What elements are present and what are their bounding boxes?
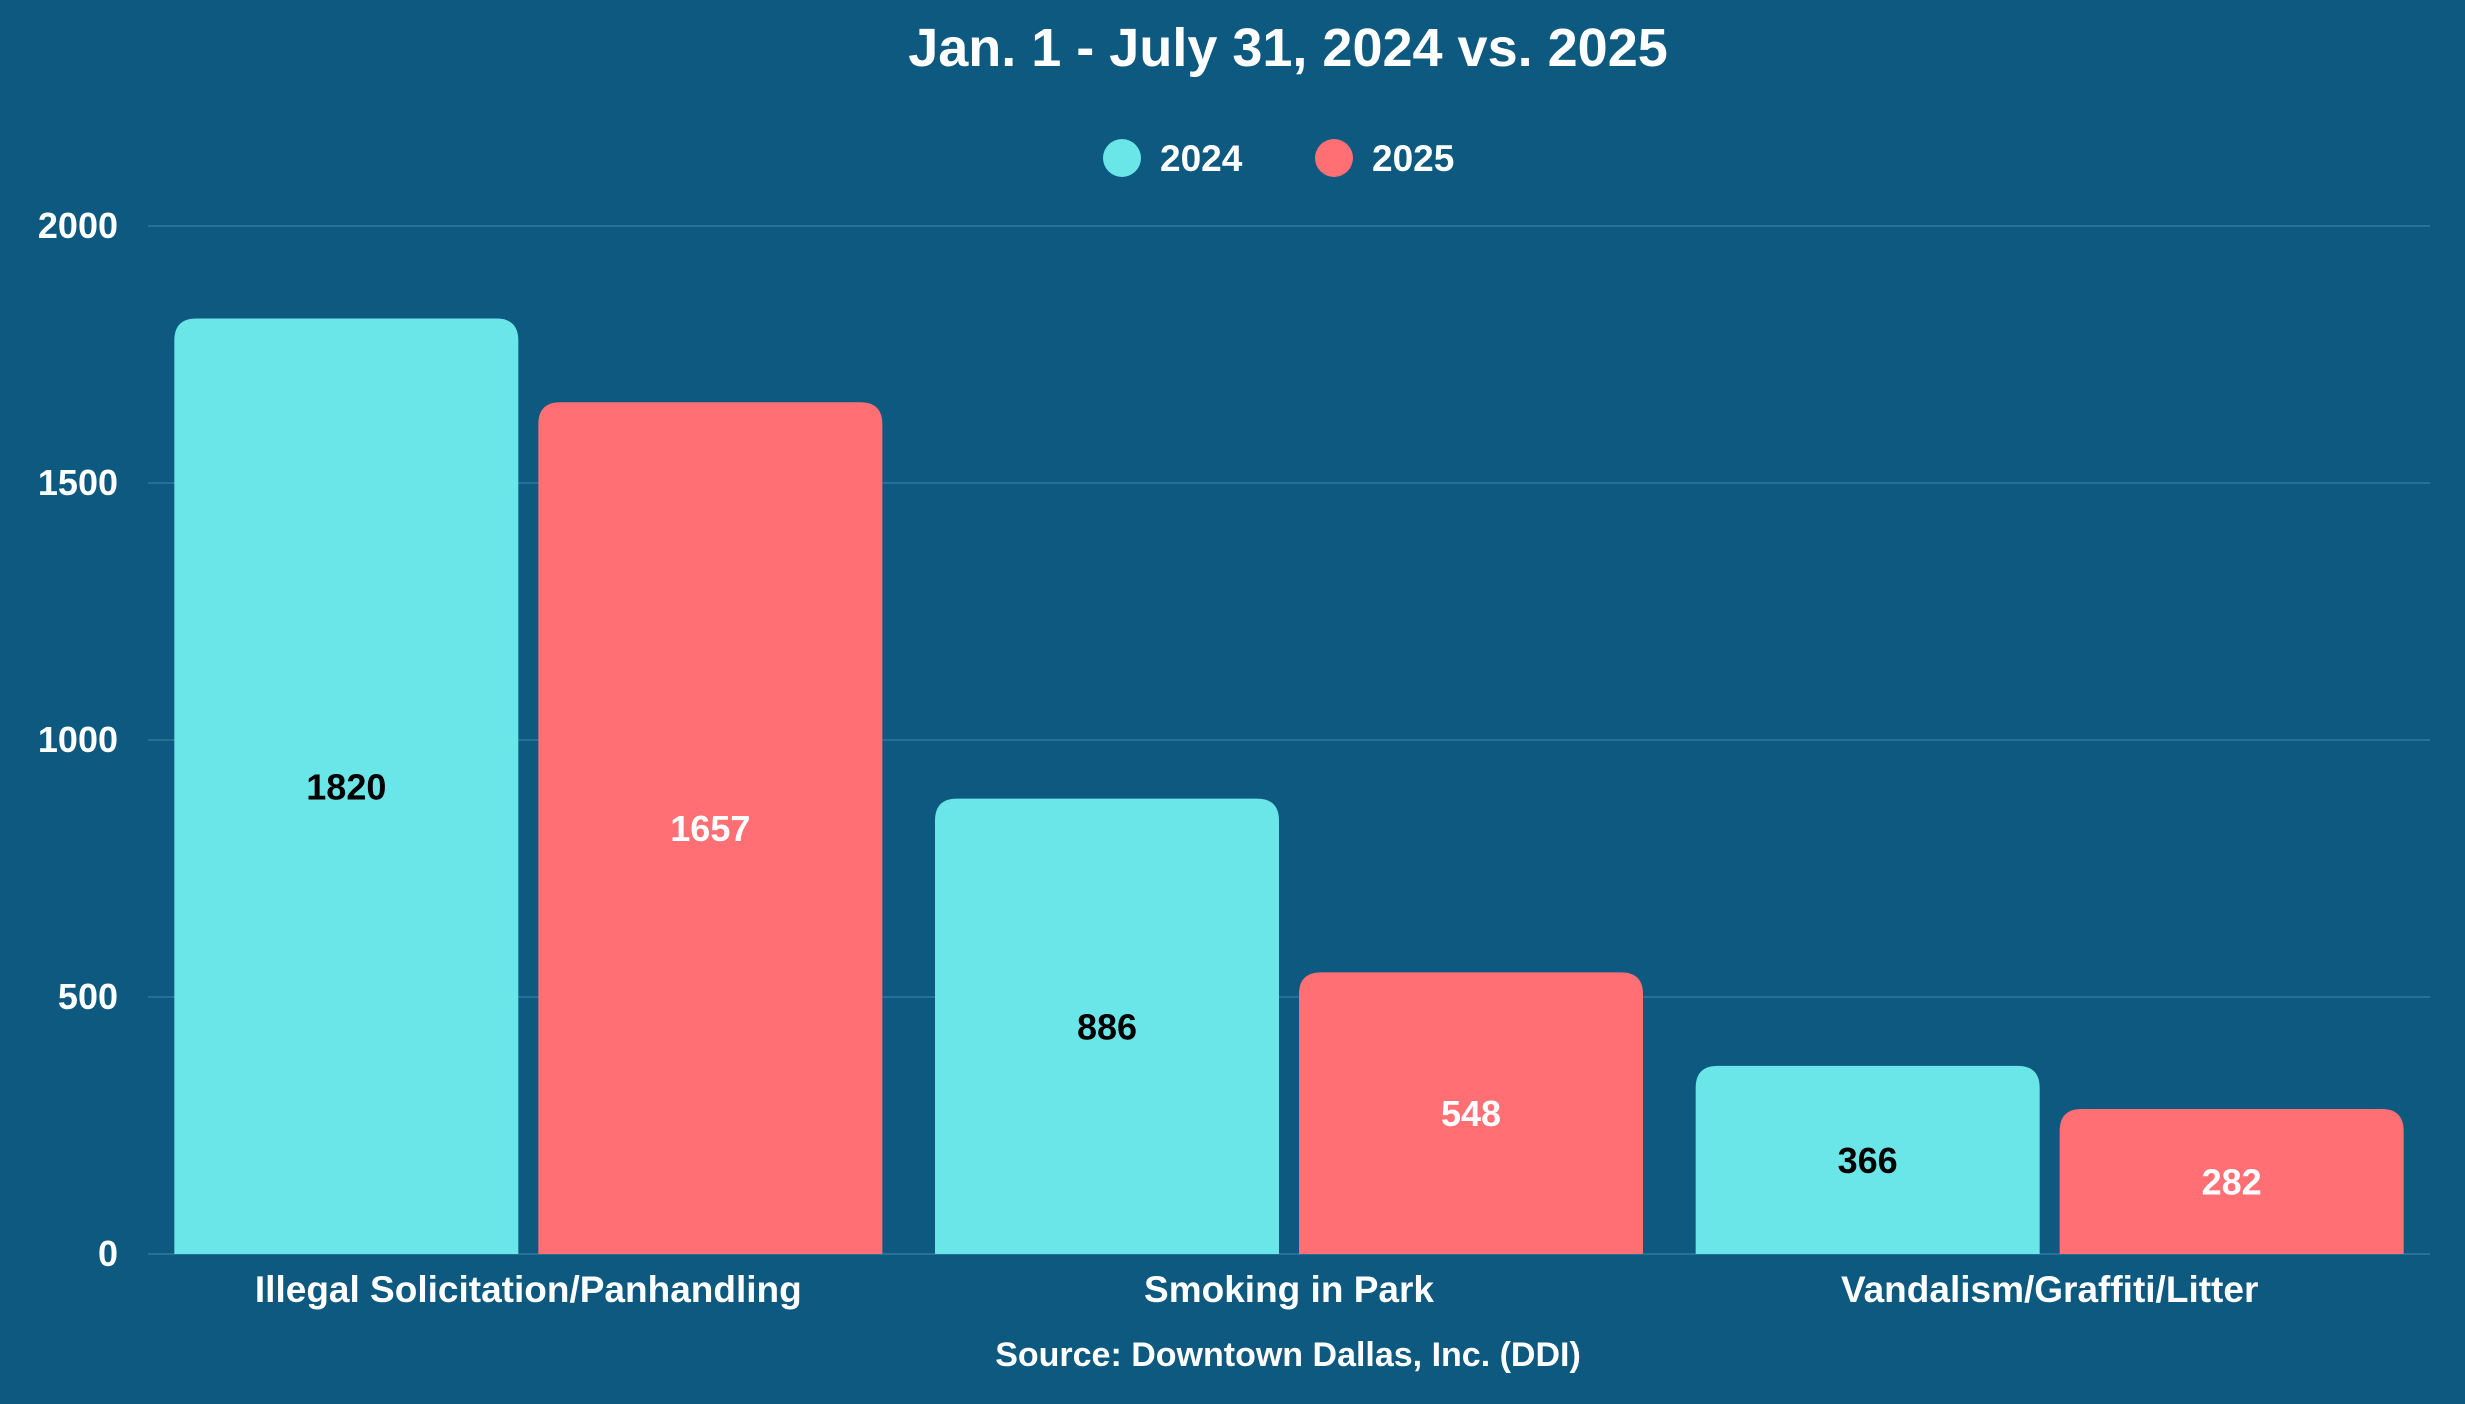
y-axis: 0 500 1000 1500 2000 — [38, 205, 118, 1274]
bar-2025 — [1299, 972, 1643, 1254]
bar-2024 — [174, 318, 519, 1254]
grid-lines — [148, 225, 2430, 1255]
x-axis: Illegal Solicitation/Panhandling Smoking … — [255, 1269, 2258, 1310]
bar-2025 — [538, 402, 883, 1254]
bar-value-label: 1820 — [306, 766, 386, 807]
bar-value-label: 548 — [1441, 1093, 1501, 1134]
bar-value-label: 282 — [2202, 1162, 2262, 1203]
y-tick-label: 0 — [98, 1233, 118, 1274]
bar-2025 — [2059, 1109, 2404, 1254]
x-tick-label: Illegal Solicitation/Panhandling — [255, 1269, 802, 1310]
source-note: Source: Downtown Dallas, Inc. (DDI) — [995, 1336, 1581, 1374]
bar-2024 — [1695, 1065, 2040, 1254]
chart-title: Jan. 1 - July 31, 2024 vs. 2025 — [908, 18, 1668, 78]
legend-swatch-2024 — [1103, 139, 1141, 177]
y-tick-label: 1000 — [38, 719, 118, 760]
y-tick-label: 2000 — [38, 205, 118, 246]
bar-value-label: 886 — [1077, 1006, 1137, 1047]
legend-swatch-2025 — [1315, 139, 1353, 177]
y-tick-label: 500 — [58, 976, 118, 1017]
bars — [174, 318, 2404, 1254]
legend-label: 2025 — [1372, 138, 1454, 179]
legend-label: 2024 — [1160, 138, 1243, 179]
x-tick-label: Vandalism/Graffiti/Litter — [1841, 1269, 2258, 1310]
bar-2024 — [935, 798, 1279, 1254]
bar-value-label: 366 — [1838, 1140, 1898, 1181]
bar-value-labels: 1820 1657 886 548 366 282 — [306, 766, 2261, 1202]
bar-value-label: 1657 — [670, 808, 750, 849]
x-tick-label: Smoking in Park — [1144, 1269, 1434, 1310]
y-tick-label: 1500 — [38, 462, 118, 503]
legend: 2024 2025 — [1103, 138, 1454, 179]
